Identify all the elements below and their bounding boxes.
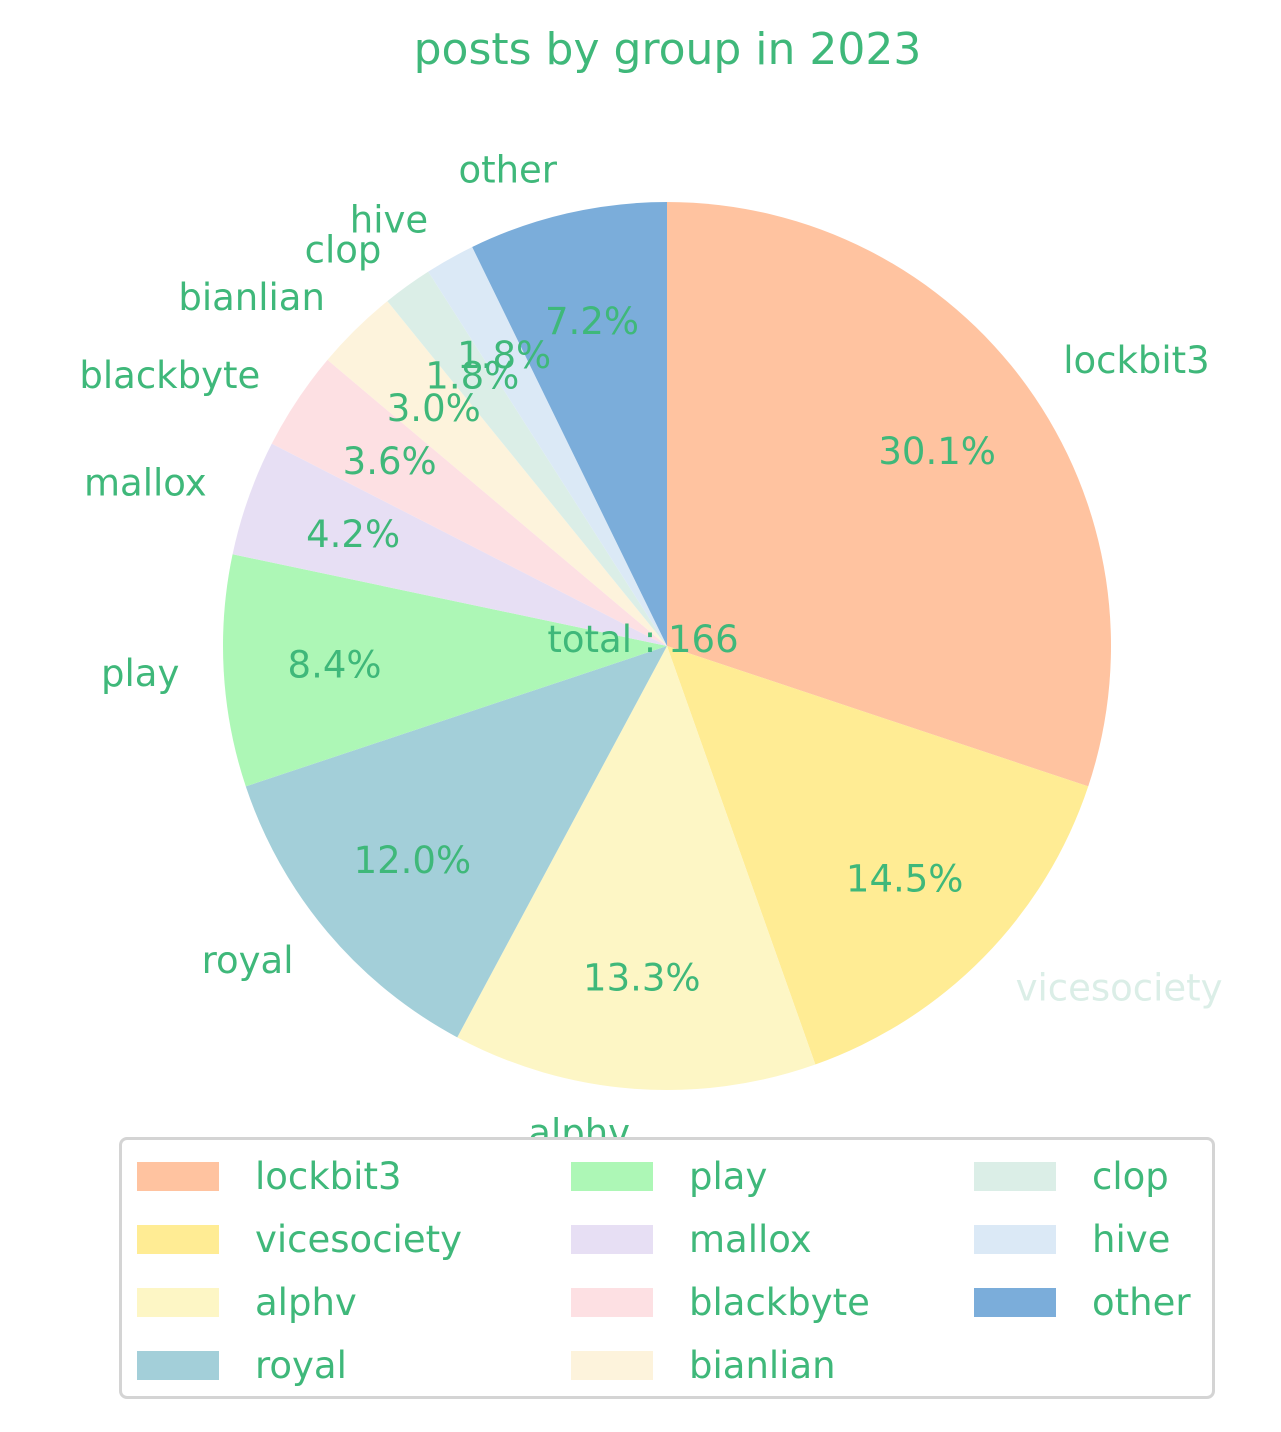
slice-label-lockbit3: lockbit3 — [1063, 339, 1210, 382]
slice-label-blackbyte: blackbyte — [79, 354, 260, 397]
legend-item-clop: clop — [974, 1154, 1169, 1198]
percent-label-clop: 1.8% — [425, 354, 519, 397]
legend-item-royal: royal — [137, 1343, 347, 1387]
pie-slice-mallox — [232, 443, 667, 646]
legend-swatch — [137, 1224, 219, 1254]
pie-slice-alphv — [457, 646, 816, 1090]
legend-item-play: play — [571, 1154, 768, 1198]
slice-label-play: play — [101, 652, 179, 695]
legend-item-alphv: alphv — [137, 1280, 357, 1324]
slice-label-royal: royal — [202, 939, 294, 982]
legend-swatch — [571, 1350, 653, 1380]
percent-label-play: 8.4% — [288, 643, 382, 686]
slice-name-labels: lockbit3vicesocietyalphvroyalplaymalloxb… — [79, 149, 1222, 1155]
pie-slices — [223, 202, 1111, 1090]
legend-item-bianlian: bianlian — [571, 1343, 836, 1387]
legend-swatch — [974, 1161, 1056, 1191]
center-total-label: total : 166 — [547, 618, 738, 661]
legend-swatch — [571, 1287, 653, 1317]
legend-swatch — [137, 1350, 219, 1380]
legend-swatch — [974, 1224, 1056, 1254]
percent-labels: 30.1%14.5%13.3%12.0%8.4%4.2%3.6%3.0%1.8%… — [288, 300, 996, 999]
legend-label: alphv — [255, 1280, 357, 1324]
percent-label-other: 7.2% — [545, 300, 639, 343]
legend-label: play — [689, 1154, 768, 1198]
legend-item-mallox: mallox — [571, 1217, 812, 1261]
pie-slice-hive — [428, 247, 667, 646]
legend-label: hive — [1092, 1217, 1171, 1261]
pie-slice-blackbyte — [271, 359, 667, 646]
legend-item-hive: hive — [974, 1217, 1171, 1261]
slice-label-vicesociety: vicesociety — [1016, 967, 1223, 1010]
legend: lockbit3 vicesociety alphv royal play mallox b… — [119, 1137, 1215, 1399]
legend-item-vicesociety: vicesociety — [137, 1217, 462, 1261]
slice-label-hive: hive — [350, 198, 428, 241]
pie-slice-bianlian — [327, 301, 667, 646]
legend-label: mallox — [689, 1217, 812, 1261]
legend-label: bianlian — [689, 1343, 836, 1387]
slice-label-other: other — [458, 149, 557, 192]
legend-swatch — [137, 1287, 219, 1317]
percent-label-hive: 1.8% — [457, 334, 551, 377]
legend-label: other — [1092, 1280, 1191, 1324]
slice-label-mallox: mallox — [84, 461, 207, 504]
legend-swatch — [571, 1224, 653, 1254]
legend-swatch — [974, 1287, 1056, 1317]
percent-label-royal: 12.0% — [354, 839, 472, 882]
percent-label-mallox: 4.2% — [306, 513, 400, 556]
legend-label: clop — [1092, 1154, 1169, 1198]
percent-label-vicesociety: 14.5% — [846, 858, 964, 901]
pie-slice-lockbit3 — [667, 202, 1111, 787]
percent-label-blackbyte: 3.6% — [343, 440, 437, 483]
legend-item-lockbit3: lockbit3 — [137, 1154, 402, 1198]
legend-label: royal — [255, 1343, 347, 1387]
pie-slice-royal — [245, 646, 667, 1038]
legend-item-other: other — [974, 1280, 1191, 1324]
legend-label: vicesociety — [255, 1217, 462, 1261]
pie-slice-other — [472, 202, 667, 646]
pie-slice-vicesociety — [667, 646, 1089, 1065]
percent-label-alphv: 13.3% — [583, 957, 701, 1000]
slice-label-bianlian: bianlian — [178, 276, 325, 319]
slice-label-clop: clop — [305, 228, 382, 271]
legend-label: lockbit3 — [255, 1154, 402, 1198]
legend-item-blackbyte: blackbyte — [571, 1280, 870, 1324]
chart-title: posts by group in 2023 — [413, 24, 922, 75]
legend-swatch — [571, 1161, 653, 1191]
percent-label-bianlian: 3.0% — [387, 387, 481, 430]
pie-slice-clop — [387, 271, 667, 646]
pie-slice-play — [223, 554, 668, 787]
legend-label: blackbyte — [689, 1280, 870, 1324]
legend-swatch — [137, 1161, 219, 1191]
percent-label-lockbit3: 30.1% — [878, 430, 996, 473]
